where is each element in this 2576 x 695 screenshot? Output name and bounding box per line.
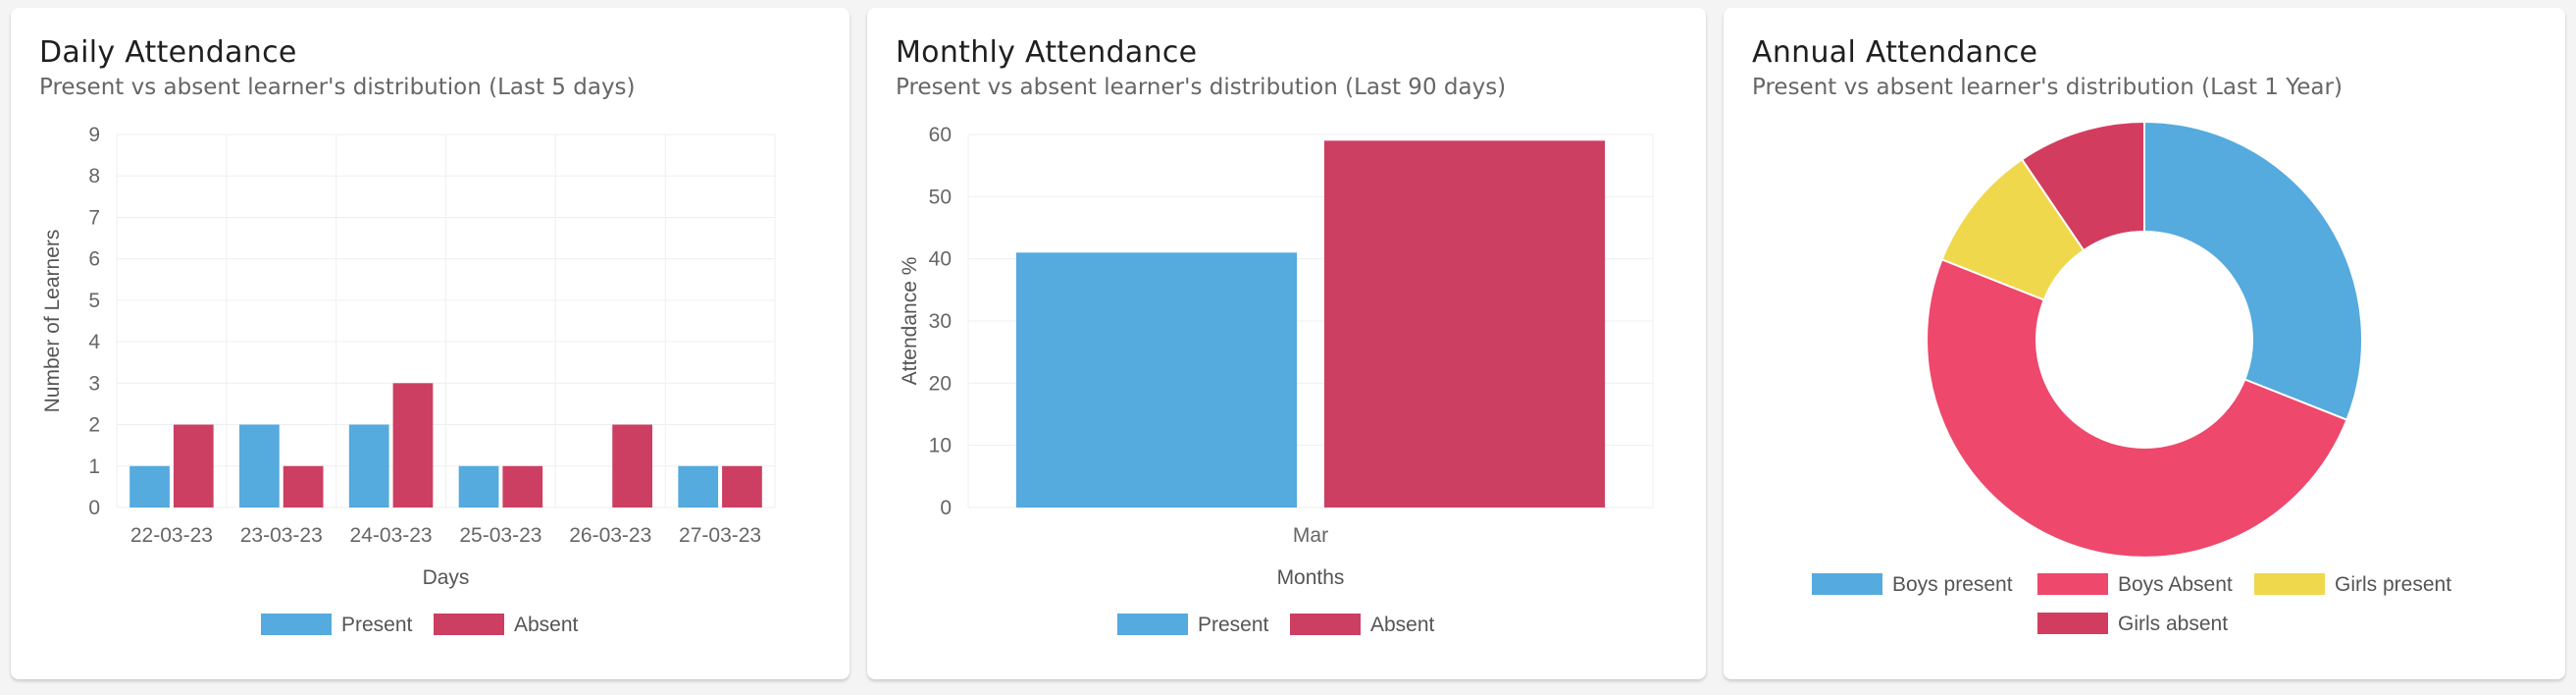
y-tick-label: 2 — [88, 414, 100, 437]
y-tick-label: 50 — [929, 186, 952, 208]
y-tick-label: 6 — [88, 248, 100, 271]
x-tick-label: 25-03-23 — [459, 524, 541, 547]
bar-present — [678, 465, 719, 508]
x-tick-label: 23-03-23 — [240, 524, 323, 547]
y-tick-label: 0 — [88, 497, 100, 519]
legend-label: Present — [341, 614, 413, 636]
bar-absent — [173, 424, 214, 508]
bar-absent — [392, 383, 434, 508]
y-tick-label: 4 — [88, 331, 100, 353]
chart-subtitle: Present vs absent learner's distribution… — [1752, 75, 2343, 100]
bar-absent — [722, 465, 762, 508]
y-tick-label: 1 — [88, 455, 100, 478]
monthly-attendance-chart: 0 10 20 30 40 50 60 Mar Months Attendance % Presen… — [899, 124, 1654, 636]
x-tick-label: 22-03-23 — [130, 524, 213, 547]
legend-label: Boys present — [1892, 573, 2013, 596]
bar-present — [458, 465, 499, 508]
legend-label: Boys Absent — [2118, 573, 2233, 596]
legend-label: Absent — [1370, 614, 1435, 636]
y-tick-label: 9 — [88, 124, 100, 146]
x-tick-label: 27-03-23 — [679, 524, 761, 547]
x-axis-title: Months — [1277, 566, 1345, 589]
annual-attendance-chart: Boys present Boys Absent Girls present Girl… — [1812, 120, 2451, 635]
legend-swatch-boys-present — [1812, 573, 1882, 595]
bar-present — [129, 465, 170, 508]
y-tick-label: 7 — [88, 206, 100, 229]
daily-attendance-card: Daily Attendance Present vs absent learn… — [11, 8, 850, 679]
bar-absent — [283, 465, 324, 508]
y-tick-label: 10 — [929, 435, 952, 457]
y-tick-label: 40 — [929, 248, 952, 271]
annual-attendance-card: Annual Attendance Present vs absent lear… — [1724, 8, 2565, 679]
bar-absent — [502, 465, 543, 508]
legend-label: Girls absent — [2118, 613, 2228, 635]
chart-title: Monthly Attendance — [896, 35, 1198, 70]
legend-swatch-boys-absent — [2037, 573, 2108, 595]
daily-attendance-chart: 0 1 2 3 4 5 6 7 8 9 22-03-23 23-03-23 24-03-23 25-03-… — [41, 124, 776, 636]
bar-present — [348, 424, 389, 508]
chart-subtitle: Present vs absent learner's distribution… — [896, 75, 1507, 100]
donut-slice-boys-present — [2143, 120, 2363, 422]
y-tick-label: 20 — [929, 372, 952, 395]
y-tick-label: 30 — [929, 310, 952, 333]
legend-label: Girls present — [2335, 573, 2451, 596]
legend: Present Absent — [1117, 614, 1435, 636]
y-tick-label: 5 — [88, 290, 100, 312]
y-axis-title: Number of Learners — [41, 230, 64, 413]
legend-label: Present — [1198, 614, 1269, 636]
legend-swatch-present — [261, 614, 332, 635]
x-axis-title: Days — [423, 566, 470, 589]
chart-title: Daily Attendance — [39, 35, 297, 70]
legend: Present Absent — [261, 614, 579, 636]
legend-label: Absent — [514, 614, 579, 636]
bar-absent — [612, 424, 652, 508]
donut-slice-girls-absent — [2020, 120, 2145, 252]
y-axis-title: Attendance % — [899, 257, 921, 386]
legend-swatch-absent — [434, 614, 504, 635]
bar-present — [1015, 252, 1297, 508]
legend-swatch-girls-present — [2254, 573, 2325, 595]
monthly-attendance-card: Monthly Attendance Present vs absent lea… — [867, 8, 1706, 679]
chart-title: Annual Attendance — [1752, 35, 2038, 70]
y-tick-label: 60 — [929, 124, 952, 146]
legend: Boys present Boys Absent Girls present Girl… — [1812, 573, 2451, 635]
y-tick-label: 8 — [88, 165, 100, 187]
legend-swatch-absent — [1290, 614, 1361, 635]
chart-subtitle: Present vs absent learner's distribution… — [39, 75, 636, 100]
y-tick-label: 0 — [940, 497, 952, 519]
x-tick-label: 24-03-23 — [350, 524, 433, 547]
x-tick-label: Mar — [1293, 524, 1328, 547]
y-tick-label: 3 — [88, 372, 100, 395]
bar-absent — [1324, 140, 1606, 508]
legend-swatch-present — [1117, 614, 1188, 635]
legend-swatch-girls-absent — [2037, 613, 2108, 634]
donut-slice-boys-absent — [1926, 257, 2348, 559]
x-tick-label: 26-03-23 — [569, 524, 651, 547]
bar-present — [239, 424, 280, 508]
